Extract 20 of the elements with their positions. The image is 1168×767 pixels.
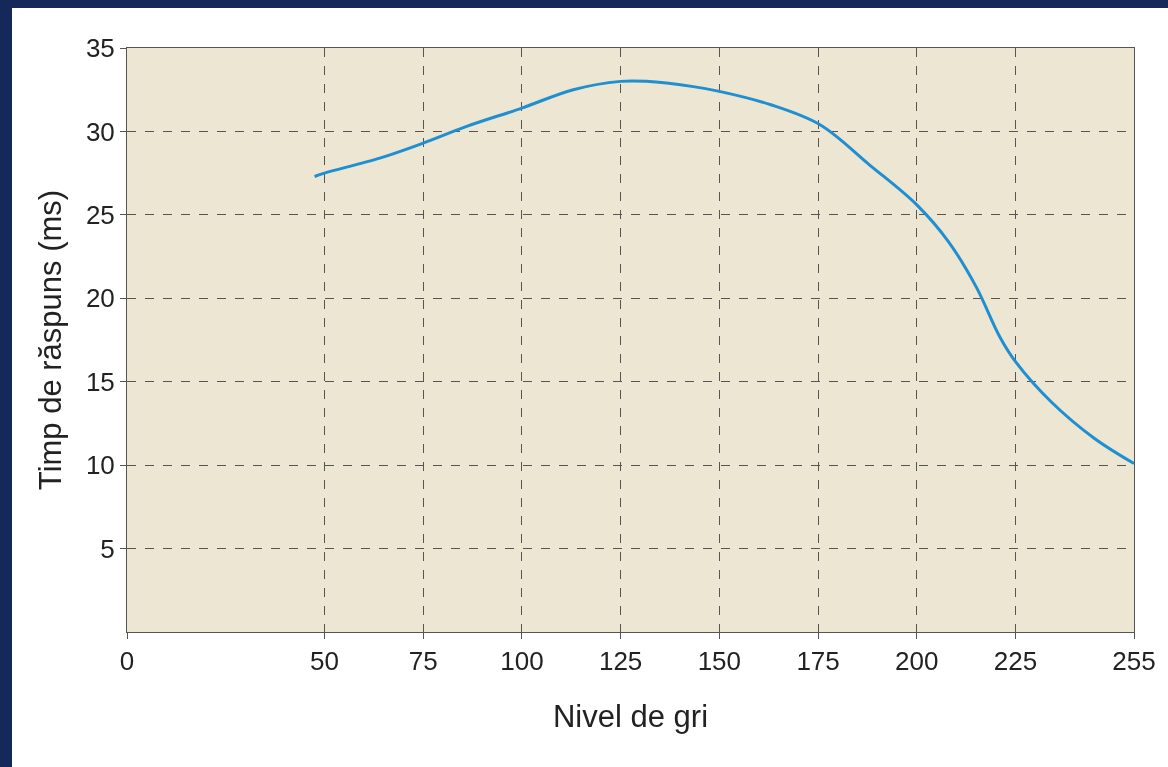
- x-tick-label: 150: [697, 646, 742, 677]
- y-tick-label: 35: [85, 33, 115, 64]
- x-tick-label: 75: [408, 646, 438, 677]
- x-tick-label: 175: [796, 646, 840, 677]
- x-tick-label: 100: [500, 646, 544, 677]
- x-tick-label: 225: [993, 646, 1038, 677]
- y-tick-label: 15: [85, 366, 115, 397]
- line-series: [313, 79, 1134, 465]
- x-tick-label: 255: [1112, 646, 1156, 677]
- x-tick-label: 0: [119, 646, 135, 677]
- y-axis-title: Timp de răspuns (ms): [32, 189, 68, 491]
- y-tick-label: 30: [85, 116, 115, 147]
- x-axis-title: Nivel de gri: [552, 699, 709, 735]
- x-tick-label: 125: [598, 646, 643, 677]
- y-tick-label: 25: [85, 199, 115, 230]
- y-tick-label: 20: [85, 283, 115, 314]
- y-tick-label: 10: [85, 450, 115, 481]
- x-tick-label: 200: [895, 646, 939, 677]
- y-tick-label: 5: [100, 533, 115, 564]
- x-tick-label: 50: [309, 646, 339, 677]
